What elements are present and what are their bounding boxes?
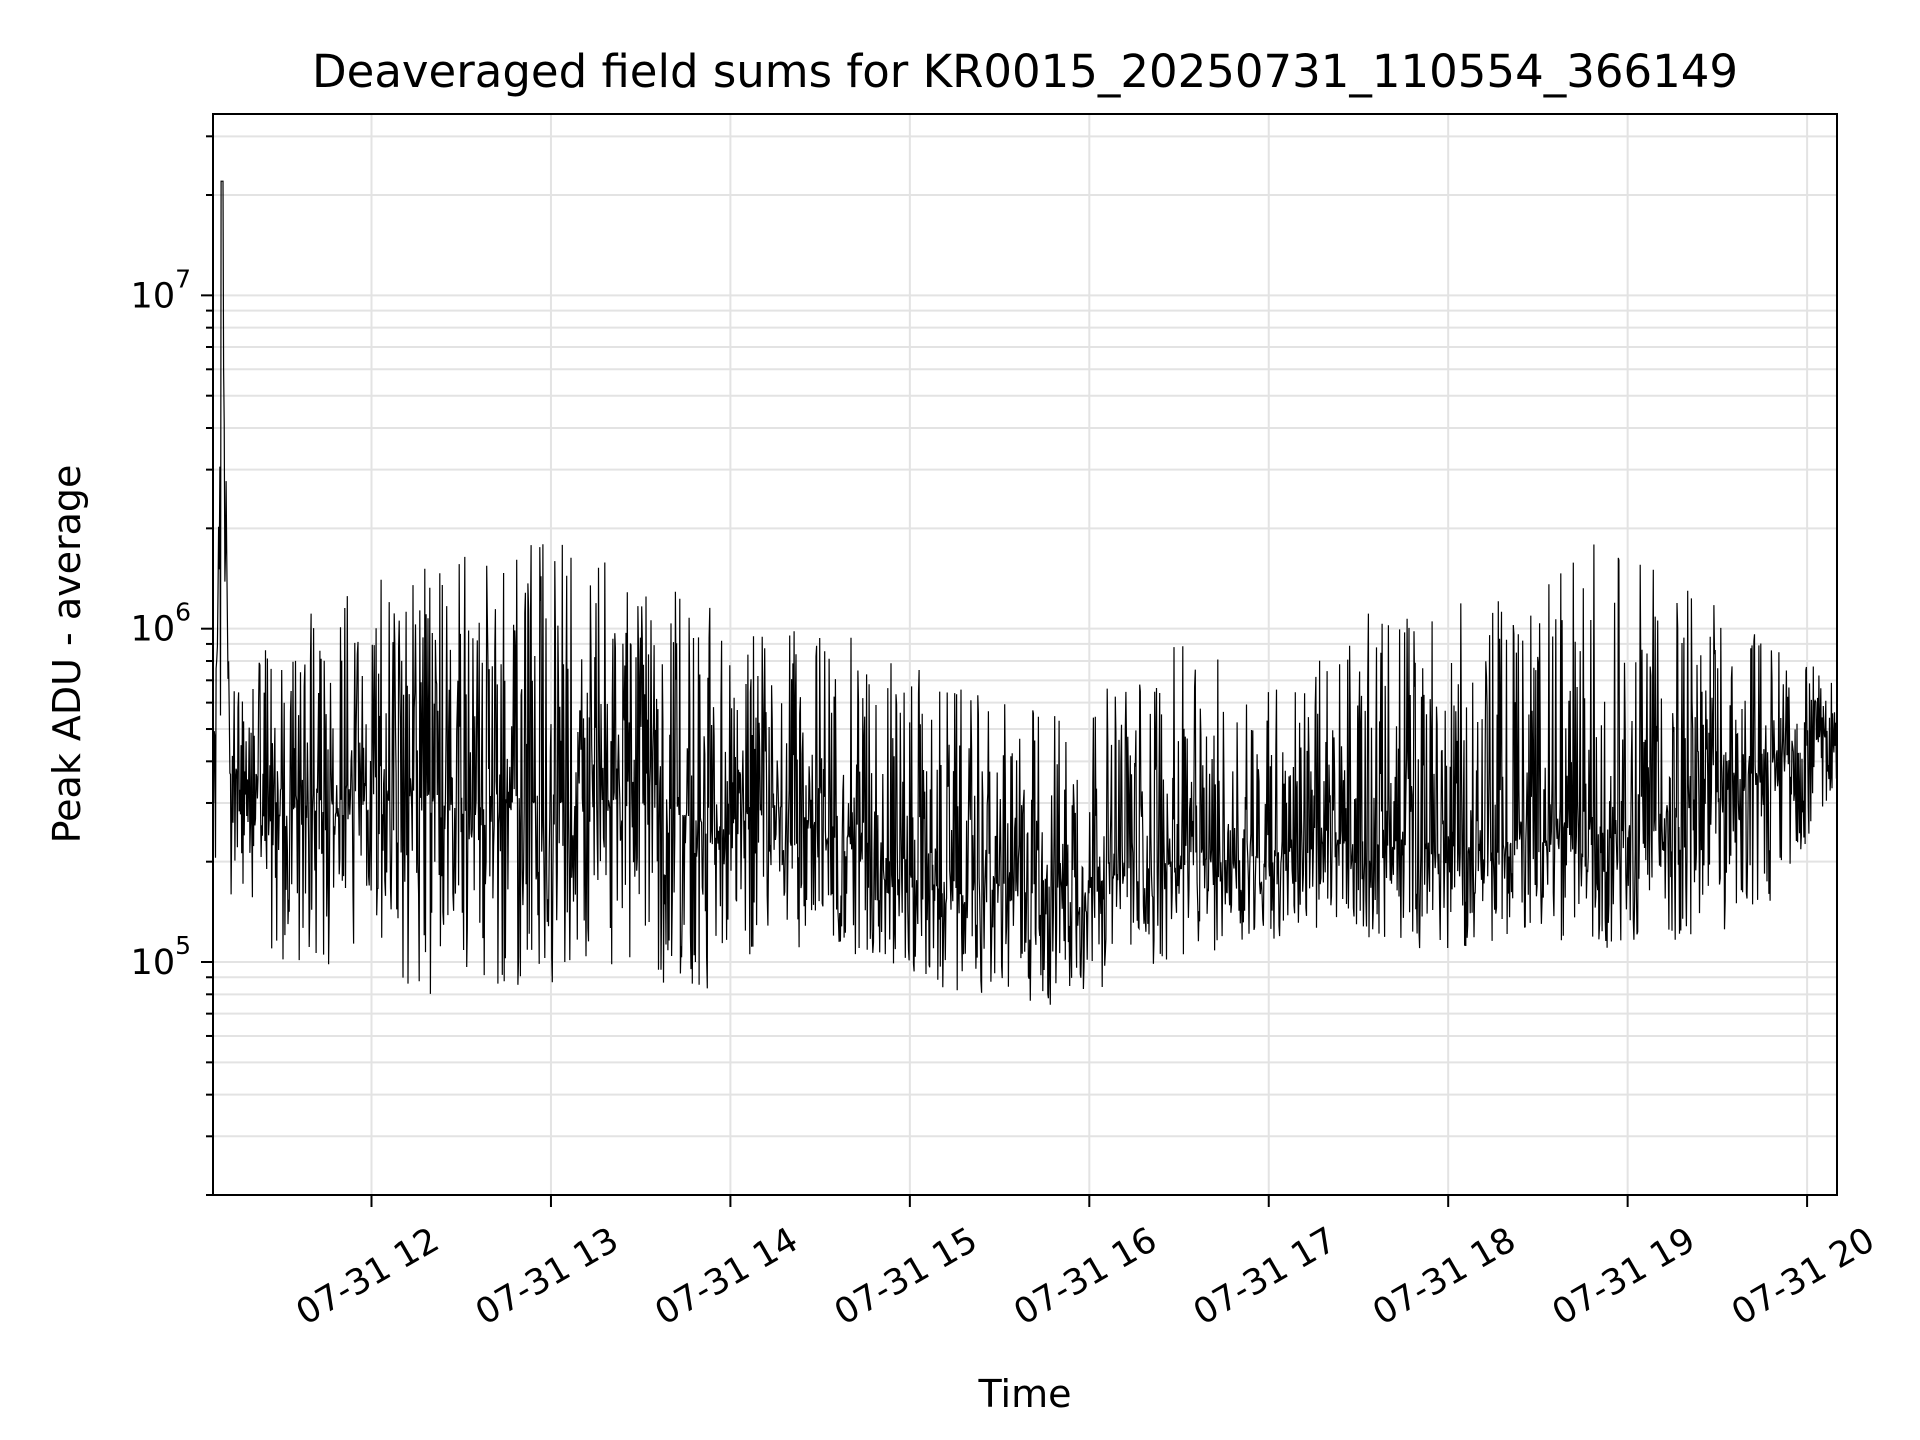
data-line-layer xyxy=(212,180,1838,1005)
axis-ticks xyxy=(201,135,1809,1207)
x-axis-title: Time xyxy=(978,1372,1072,1416)
series-line xyxy=(212,180,1838,1005)
chart-title: Deaveraged field sums for KR0015_2025073… xyxy=(312,45,1738,98)
y-axis-title: Peak ADU - average xyxy=(45,465,89,844)
plot-frame xyxy=(212,113,1838,1196)
